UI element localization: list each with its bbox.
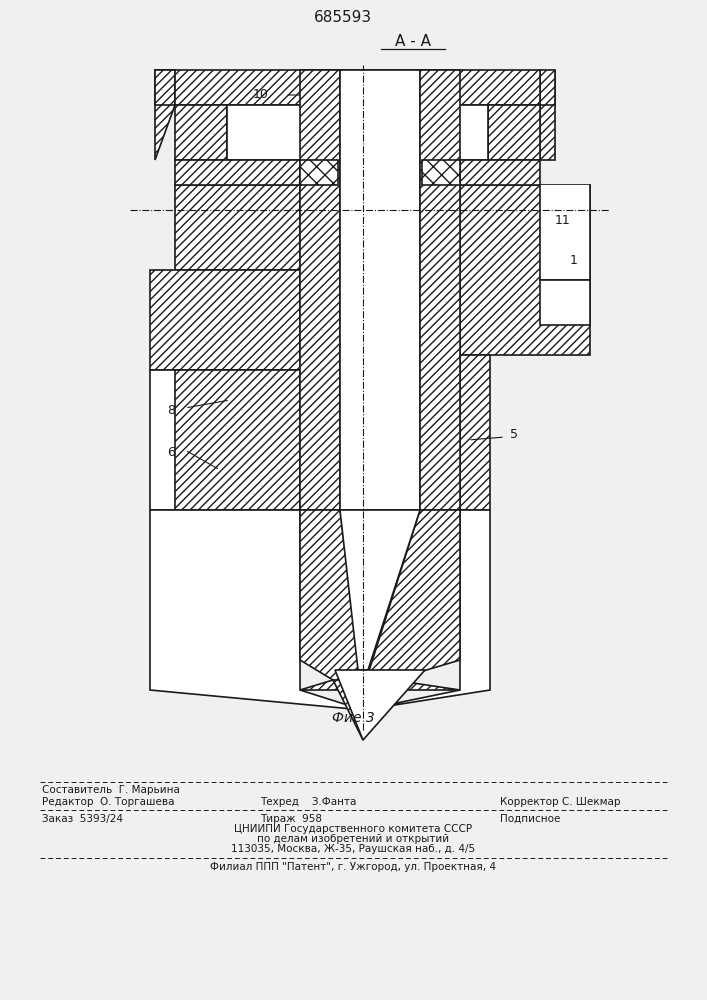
Bar bbox=[155, 70, 175, 105]
Text: Корректор С. Шекмар: Корректор С. Шекмар bbox=[500, 797, 621, 807]
Polygon shape bbox=[300, 510, 363, 690]
Text: 5: 5 bbox=[510, 428, 518, 442]
Bar bbox=[175, 185, 300, 270]
Bar bbox=[150, 370, 300, 510]
Polygon shape bbox=[363, 510, 490, 710]
Bar bbox=[175, 160, 300, 185]
Bar bbox=[540, 185, 590, 280]
Bar bbox=[175, 70, 540, 105]
Text: Тираж  958: Тираж 958 bbox=[260, 814, 322, 824]
Polygon shape bbox=[150, 510, 363, 710]
Text: Подписное: Подписное bbox=[500, 814, 561, 824]
Text: Составитель  Г. Марьина: Составитель Г. Марьина bbox=[42, 785, 180, 795]
Bar bbox=[175, 370, 300, 510]
Text: А - А: А - А bbox=[395, 34, 431, 49]
Polygon shape bbox=[155, 70, 175, 160]
Bar bbox=[227, 105, 488, 160]
Polygon shape bbox=[340, 510, 420, 670]
Text: Заказ  5393/24: Заказ 5393/24 bbox=[42, 814, 123, 824]
Polygon shape bbox=[540, 70, 555, 160]
Bar bbox=[150, 270, 300, 370]
Bar bbox=[175, 105, 227, 160]
Bar bbox=[422, 160, 460, 185]
Polygon shape bbox=[335, 670, 425, 740]
Text: 113035, Москва, Ж-35, Раушская наб., д. 4/5: 113035, Москва, Ж-35, Раушская наб., д. … bbox=[231, 844, 475, 854]
Text: 10: 10 bbox=[253, 89, 269, 102]
Text: Филиал ППП "Патент", г. Ужгород, ул. Проектная, 4: Филиал ППП "Патент", г. Ужгород, ул. Про… bbox=[210, 862, 496, 872]
Text: Техред    З.Фанта: Техред З.Фанта bbox=[260, 797, 356, 807]
Bar bbox=[460, 185, 590, 355]
Bar bbox=[460, 160, 540, 185]
Bar bbox=[488, 105, 540, 160]
Polygon shape bbox=[363, 510, 460, 690]
Text: ЦНИИПИ Государственного комитета СССР: ЦНИИПИ Государственного комитета СССР bbox=[234, 824, 472, 834]
Bar bbox=[420, 70, 460, 510]
Polygon shape bbox=[300, 680, 460, 710]
Bar bbox=[300, 160, 338, 185]
Bar bbox=[540, 280, 590, 325]
Bar bbox=[300, 160, 460, 185]
Text: 11: 11 bbox=[555, 214, 571, 227]
Bar bbox=[460, 185, 540, 270]
Text: 6: 6 bbox=[167, 446, 175, 458]
Bar bbox=[540, 70, 555, 105]
Text: 685593: 685593 bbox=[314, 10, 372, 25]
Text: 1: 1 bbox=[570, 253, 578, 266]
Bar bbox=[300, 70, 340, 510]
Text: по делам изобретений и открытий: по делам изобретений и открытий bbox=[257, 834, 449, 844]
Bar bbox=[340, 70, 420, 510]
Text: Редактор  О. Торгашева: Редактор О. Торгашева bbox=[42, 797, 175, 807]
Bar bbox=[460, 355, 490, 510]
Text: Фие 3: Фие 3 bbox=[332, 711, 375, 725]
Text: 8: 8 bbox=[167, 403, 175, 416]
Polygon shape bbox=[333, 680, 393, 740]
